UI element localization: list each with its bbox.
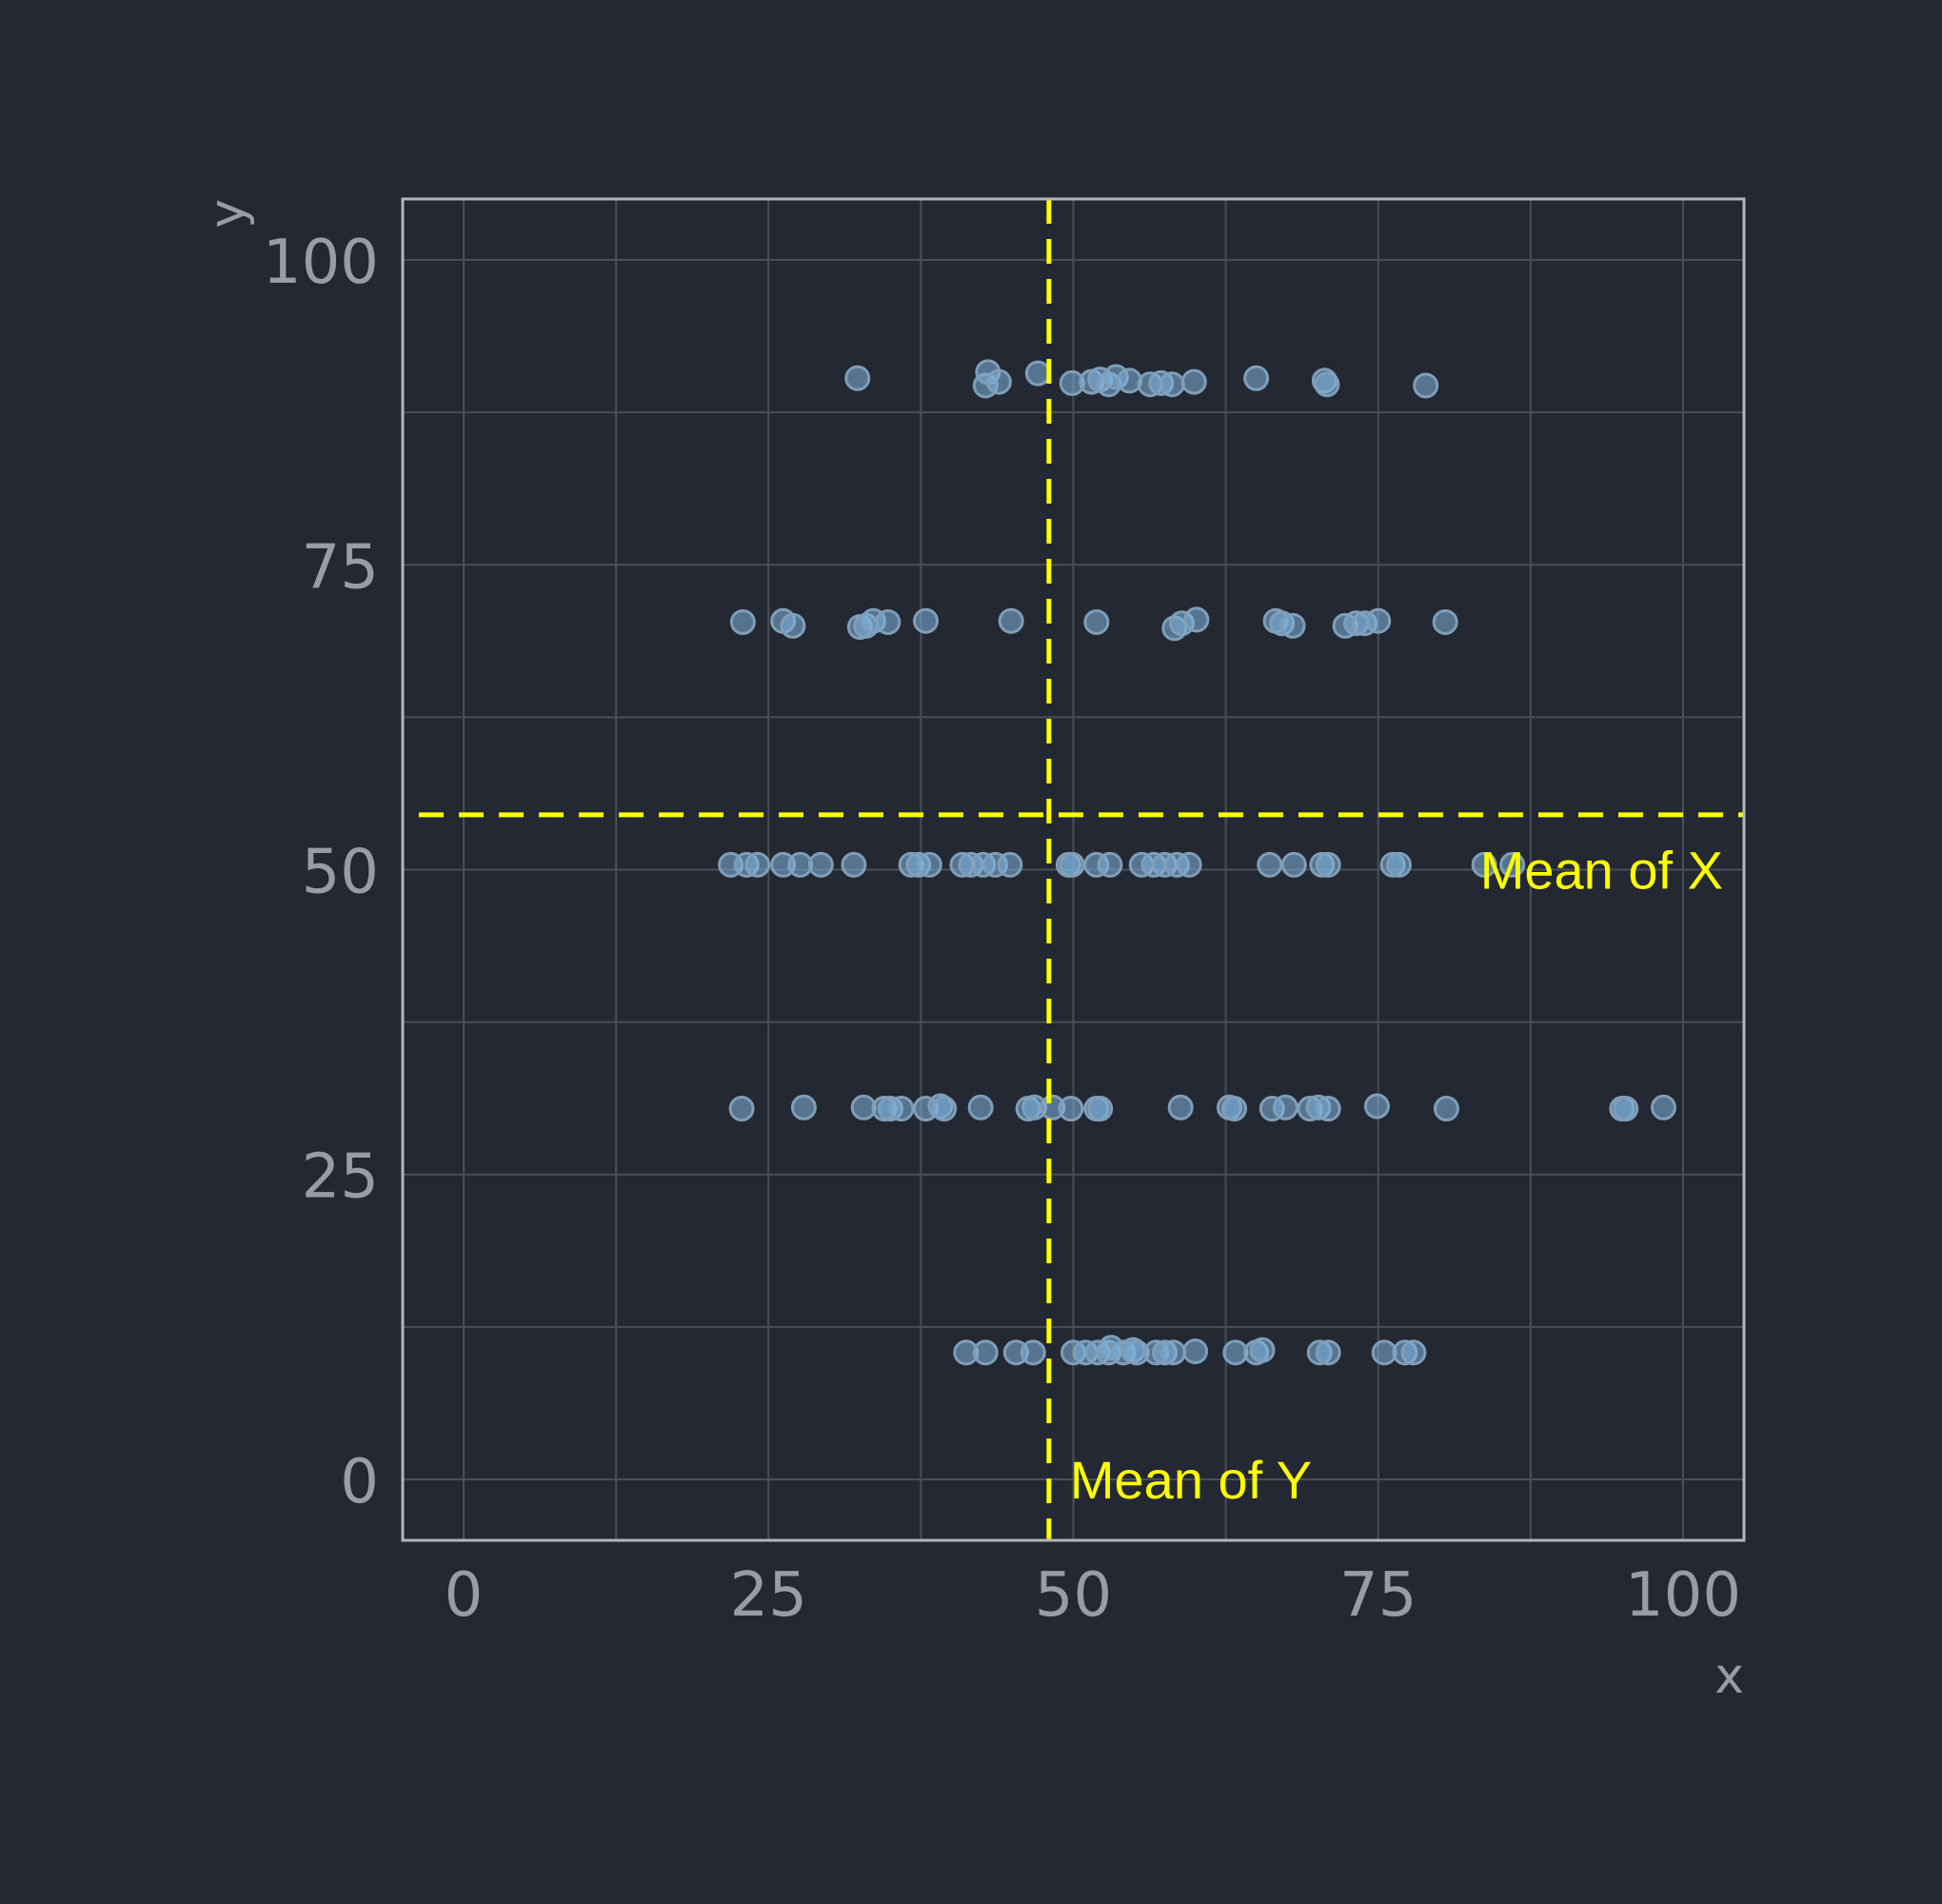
data-point bbox=[1059, 851, 1085, 878]
x-tick-label: 75 bbox=[1339, 1560, 1417, 1631]
mean-of-y-label: Mean of Y bbox=[1070, 1450, 1312, 1510]
data-point bbox=[1243, 365, 1270, 391]
data-point bbox=[1160, 1339, 1187, 1366]
data-point bbox=[1315, 851, 1341, 878]
data-point bbox=[1087, 1096, 1114, 1122]
data-point bbox=[1315, 1339, 1341, 1366]
x-axis-title: x bbox=[1714, 1648, 1744, 1705]
data-point bbox=[1183, 606, 1210, 633]
data-point bbox=[841, 851, 867, 878]
y-axis-title: y bbox=[199, 199, 256, 228]
data-point bbox=[916, 851, 942, 878]
data-point bbox=[1386, 851, 1413, 878]
data-point bbox=[1272, 1094, 1298, 1121]
data-point bbox=[998, 607, 1024, 634]
data-point bbox=[1182, 1338, 1209, 1364]
x-axis-ticks: 0 25 50 75 100 bbox=[445, 1560, 1741, 1631]
data-point bbox=[997, 851, 1023, 878]
y-tick-label: 75 bbox=[302, 532, 379, 603]
data-point bbox=[780, 612, 806, 639]
data-point bbox=[931, 1096, 958, 1122]
data-point bbox=[888, 1096, 915, 1122]
data-point bbox=[972, 1339, 999, 1366]
data-point bbox=[1257, 851, 1283, 878]
data-point bbox=[1432, 608, 1458, 635]
data-point bbox=[728, 1096, 755, 1122]
data-point bbox=[1097, 851, 1123, 878]
data-point bbox=[1400, 1339, 1427, 1366]
data-point bbox=[790, 1094, 817, 1121]
data-point bbox=[1058, 1096, 1084, 1122]
y-tick-label: 50 bbox=[302, 838, 379, 908]
data-point bbox=[1159, 371, 1185, 398]
data-point bbox=[1363, 1093, 1390, 1120]
data-point bbox=[1176, 851, 1202, 878]
mean-of-x-label: Mean of X bbox=[1480, 841, 1723, 901]
x-tick-label: 0 bbox=[445, 1560, 484, 1631]
data-point bbox=[1365, 607, 1392, 634]
data-point bbox=[1471, 851, 1497, 878]
data-point bbox=[844, 365, 871, 391]
data-point bbox=[1613, 1096, 1639, 1122]
data-point bbox=[1167, 1094, 1194, 1121]
data-point bbox=[807, 851, 834, 878]
data-point bbox=[913, 607, 940, 634]
data-point bbox=[1083, 608, 1110, 635]
data-point bbox=[1221, 1096, 1248, 1122]
data-point bbox=[1433, 1096, 1459, 1122]
data-point bbox=[875, 608, 902, 635]
data-point bbox=[1279, 612, 1306, 639]
data-point bbox=[1249, 1337, 1276, 1363]
y-tick-label: 25 bbox=[302, 1142, 379, 1213]
x-tick-label: 50 bbox=[1035, 1560, 1112, 1631]
data-point bbox=[1020, 1339, 1046, 1366]
y-tick-label: 0 bbox=[340, 1447, 379, 1517]
data-point bbox=[1314, 371, 1340, 398]
data-points bbox=[718, 359, 1676, 1366]
reference-lines: Mean of Y Mean of X bbox=[419, 199, 1744, 1540]
data-point bbox=[1280, 851, 1307, 878]
data-point bbox=[744, 851, 771, 878]
data-point bbox=[1499, 851, 1526, 878]
data-point bbox=[1650, 1094, 1676, 1121]
x-tick-label: 100 bbox=[1625, 1560, 1741, 1631]
y-axis-ticks: 0 25 50 75 100 bbox=[263, 228, 379, 1517]
data-point bbox=[1116, 367, 1142, 394]
data-point bbox=[1024, 360, 1051, 387]
x-tick-label: 25 bbox=[730, 1560, 807, 1631]
data-point bbox=[985, 368, 1012, 395]
data-point bbox=[1315, 1096, 1341, 1122]
data-point bbox=[729, 608, 756, 635]
data-point bbox=[1413, 372, 1439, 399]
data-point bbox=[1180, 368, 1207, 395]
plot-frame bbox=[401, 197, 1746, 1542]
data-point bbox=[967, 1094, 994, 1121]
y-tick-label: 100 bbox=[263, 228, 379, 298]
